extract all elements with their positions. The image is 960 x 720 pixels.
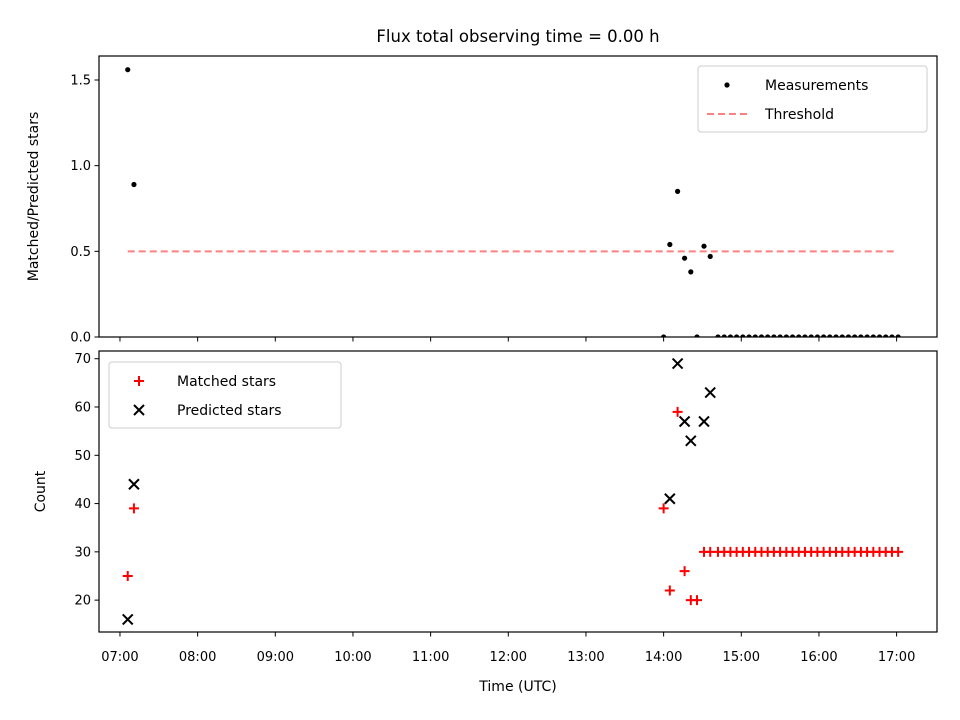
measurement-point [125, 67, 131, 73]
bottom-panel: 20 30 40 50 60 70 07:00 08:00 09:00 10:00 11:00 12:… [33, 350, 938, 695]
matched-star-point [893, 546, 904, 557]
measurement-point [727, 334, 734, 337]
legend-box [108, 361, 342, 429]
y-axis-label: Count [33, 470, 49, 512]
predicted-star-point [685, 435, 697, 447]
predicted-star-point [128, 478, 140, 490]
legend-predicted-label: Predicted stars [177, 403, 282, 419]
axes-frame [98, 350, 938, 633]
measurement-point [740, 334, 746, 337]
chart-title: Flux total observing time = 0.00 h [376, 27, 659, 46]
measurement-point [765, 334, 771, 337]
measurement-point [681, 255, 688, 261]
measurement-point [808, 334, 814, 337]
measurement-point [827, 334, 833, 337]
y-tick-label: 0.0 [70, 331, 91, 346]
y-tick-label: 70 [74, 352, 91, 367]
axes-frame [98, 55, 938, 338]
series-layer [125, 67, 901, 337]
matched-star-point [679, 566, 690, 577]
measurement-point [701, 243, 707, 249]
x-tick-label: 08:00 [179, 650, 216, 665]
measurement-point [895, 334, 901, 337]
series-layer [122, 357, 904, 626]
legend-matched-marker [134, 376, 144, 386]
measurement-point [721, 334, 727, 337]
matched-star-point [658, 503, 669, 514]
y-tick-label: 50 [74, 449, 91, 464]
x-tick-label: 12:00 [490, 650, 527, 665]
measurement-point [883, 334, 889, 337]
legend-threshold-label: Threshold [764, 107, 834, 123]
measurement-point [821, 334, 827, 337]
x-tick-label: 15:00 [723, 650, 760, 665]
measurement-point [796, 334, 802, 337]
x-tick-label: 07:00 [101, 650, 138, 665]
measurement-point [752, 334, 758, 337]
x-tick-label: 17:00 [878, 650, 915, 665]
measurement-point [707, 253, 713, 260]
x-axis-label: Time (UTC) [478, 679, 556, 695]
legend-measurement-marker [724, 82, 730, 88]
measurement-point [777, 334, 783, 337]
y-tick-label: 40 [74, 497, 91, 512]
y-tick-label: 1.5 [70, 73, 91, 88]
measurement-point [694, 334, 700, 337]
measurement-point [746, 334, 752, 337]
measurement-point [858, 334, 864, 337]
matched-star-point [664, 585, 675, 596]
matched-star-point [672, 406, 683, 417]
x-tick-label: 09:00 [257, 650, 294, 665]
legend-top: Measurements Threshold [697, 65, 928, 133]
measurement-point [131, 181, 137, 188]
x-tick-label: 11:00 [412, 650, 449, 665]
predicted-star-point [698, 415, 710, 428]
y-tick-label: 20 [74, 594, 91, 609]
measurement-point [734, 334, 740, 337]
x-tick-label: 16:00 [800, 650, 837, 665]
predicted-star-point [678, 415, 691, 428]
x-tick-label: 13:00 [567, 650, 604, 665]
measurement-point [789, 334, 796, 337]
measurement-point [864, 334, 870, 337]
measurement-point [814, 334, 820, 337]
measurement-point [876, 334, 883, 337]
matched-star-point [692, 595, 703, 606]
x-tick-label: 10:00 [334, 650, 371, 665]
measurement-point [715, 334, 721, 337]
matched-star-point [128, 503, 139, 514]
y-tick-label: 30 [74, 545, 91, 560]
y-tick-label: 0.5 [70, 245, 91, 260]
predicted-star-point [664, 493, 676, 505]
measurement-point [675, 188, 681, 194]
matched-star-point [122, 570, 133, 581]
top-panel: 0.0 0.5 1.0 1.5 Matched/Predicted stars Flux … [26, 27, 938, 346]
predicted-star-point [671, 357, 684, 370]
measurement-point [802, 334, 808, 337]
measurement-point [870, 334, 876, 337]
predicted-star-point [122, 613, 134, 626]
measurement-point [667, 241, 673, 248]
measurement-point [889, 334, 895, 337]
measurement-point [661, 334, 667, 337]
y-tick-label: 1.0 [70, 159, 91, 174]
x-tick-label: 14:00 [645, 650, 682, 665]
legend-bottom: Matched stars Predicted stars [108, 361, 342, 429]
y-axis-label: Matched/Predicted stars [26, 112, 42, 282]
measurement-point [783, 334, 789, 337]
measurement-point [845, 334, 852, 337]
measurement-point [833, 334, 839, 337]
measurement-point [839, 334, 845, 337]
predicted-star-point [704, 386, 716, 399]
measurement-point [688, 269, 694, 275]
measurement-point [852, 334, 858, 337]
legend-predicted-marker [133, 404, 145, 416]
y-tick-label: 60 [74, 401, 91, 416]
legend-matched-label: Matched stars [177, 374, 276, 390]
measurement-point [771, 334, 777, 337]
legend-box [697, 65, 928, 133]
legend-measurements-label: Measurements [765, 78, 868, 94]
measurement-point [758, 334, 765, 337]
